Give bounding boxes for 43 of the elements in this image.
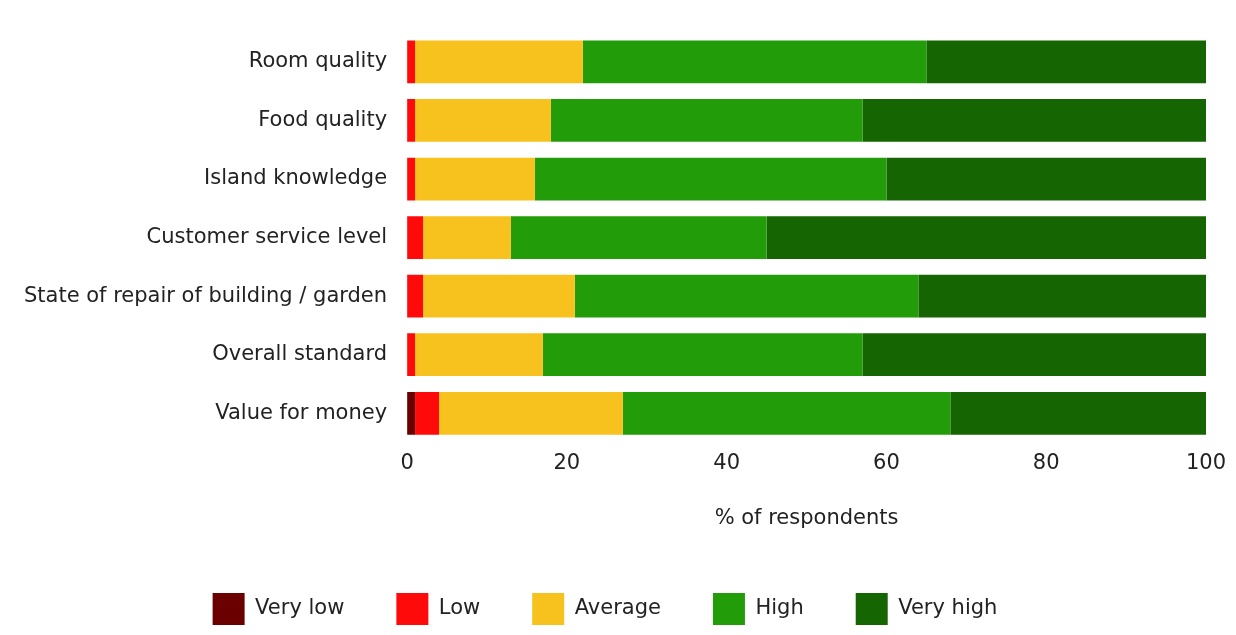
bar — [510, 216, 767, 259]
y-tick-label: Customer service level — [146, 224, 388, 249]
bar — [926, 40, 1206, 84]
bar — [423, 216, 511, 259]
legend-label: Average — [574, 595, 661, 620]
y-tick-label: Value for money — [215, 399, 388, 424]
legend-label: High — [755, 595, 804, 620]
x-axis-title: % of respondents — [714, 504, 899, 529]
y-tick-label: Room quality — [248, 48, 388, 73]
bar — [582, 40, 927, 84]
bar — [415, 99, 551, 142]
bar — [950, 391, 1206, 435]
bar — [862, 333, 1206, 377]
y-tick-label: Food quality — [258, 106, 388, 131]
x-tick-label: 0 — [400, 449, 414, 474]
y-tick-label: State of repair of building / garden — [24, 282, 388, 307]
x-tick-label: 100 — [1185, 449, 1227, 474]
bar — [622, 391, 951, 435]
legend-label: Low — [438, 595, 481, 620]
bar — [918, 274, 1206, 318]
bar — [862, 99, 1206, 142]
bar — [407, 216, 424, 259]
y-tick-label: Overall standard — [212, 341, 388, 366]
legend-label: Very low — [255, 595, 345, 620]
bar — [407, 274, 424, 318]
bar — [415, 40, 583, 84]
x-tick-label: 80 — [1032, 449, 1060, 474]
bar — [886, 157, 1206, 201]
legend-label: Very high — [898, 595, 998, 620]
bar — [542, 333, 863, 377]
bar — [423, 274, 575, 318]
bar — [415, 333, 543, 377]
x-tick-label: 60 — [873, 449, 900, 474]
bar — [574, 274, 919, 318]
bar — [415, 391, 440, 435]
bar — [439, 391, 623, 435]
x-tick-label: 40 — [713, 449, 741, 474]
bar — [766, 216, 1206, 259]
bar — [415, 157, 535, 201]
x-tick-label: 20 — [553, 449, 581, 474]
bar — [534, 157, 887, 201]
y-tick-label: Island knowledge — [204, 165, 388, 190]
bar — [550, 99, 863, 142]
